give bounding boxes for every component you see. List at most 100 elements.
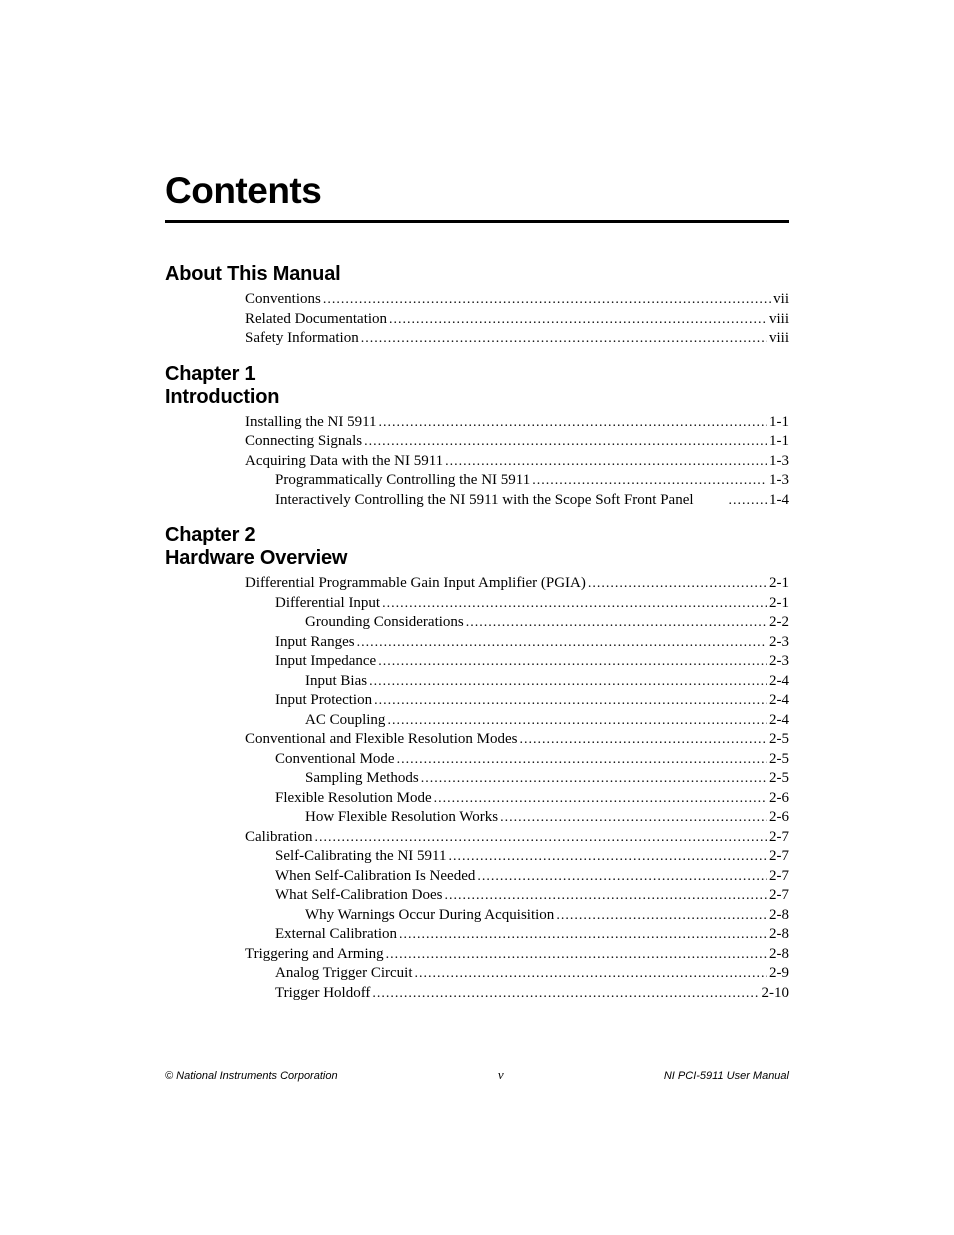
toc-entry-page: 2-5 [769,730,789,750]
toc-entry-label: Input Bias [305,672,367,692]
toc-entry: Conventions vii [245,290,789,310]
toc-entry: Calibration2-7 [245,828,789,848]
toc-entry-label: Self-Calibrating the NI 5911 [275,847,447,867]
toc-entry-label: Differential Input [275,594,380,614]
toc-leader [397,750,767,770]
toc-entry-page: 2-4 [769,691,789,711]
toc-leader [449,847,768,867]
toc-entry-label: Why Warnings Occur During Acquisition [305,906,554,926]
toc-leader [421,769,767,789]
page-body: Contents About This Manual Conventions vii… [0,0,954,1003]
toc-leader [374,691,767,711]
toc-entry: External Calibration 2-8 [245,925,789,945]
toc-entry-label: Input Ranges [275,633,355,653]
toc-leader [387,711,767,731]
toc-entry-label: Connecting Signals [245,432,362,452]
toc-entry-label: Interactively Controlling the NI 5911 wi… [275,491,694,511]
toc-entry-page: 2-1 [769,574,789,594]
section-heading-line1: Chapter 2 [165,524,255,546]
toc-entry-label: Differential Programmable Gain Input Amp… [245,574,586,594]
toc-entry-page: vii [773,290,789,310]
toc-entry-page: 2-10 [762,984,790,1004]
section-heading: Chapter 1Introduction [165,363,789,409]
toc-entry: Grounding Considerations 2-2 [245,613,789,633]
toc-leader [532,471,767,491]
toc-entry: Input Bias2-4 [245,672,789,692]
toc-entry: When Self-Calibration Is Needed2-7 [245,867,789,887]
toc-entry-page: 2-8 [769,906,789,926]
toc-entry-page: 2-5 [769,750,789,770]
toc-entry-label: AC Coupling [305,711,385,731]
page-title: Contents [165,170,789,212]
toc-entry: Acquiring Data with the NI 59111-3 [245,452,789,472]
toc-leader [466,613,767,633]
toc-entry: Input Impedance 2-3 [245,652,789,672]
toc-entry-label: Programmatically Controlling the NI 5911 [275,471,530,491]
toc-entry-page: 2-7 [769,886,789,906]
toc-entry-page: 2-3 [769,633,789,653]
toc-leader [323,290,771,310]
toc-entry: Flexible Resolution Mode2-6 [245,789,789,809]
toc-leader [382,594,767,614]
toc-entry-page: 2-3 [769,652,789,672]
toc-entry-label: Trigger Holdoff [275,984,370,1004]
toc-leader [445,452,767,472]
toc-entry: Safety Informationviii [245,329,789,349]
toc-leader [389,310,767,330]
toc-leader [500,808,767,828]
toc-leader [361,329,767,349]
toc-block: Installing the NI 59111-1Connecting Sign… [245,413,789,511]
toc-entry: Self-Calibrating the NI 59112-7 [245,847,789,867]
section-heading: Chapter 2Hardware Overview [165,524,789,570]
title-rule [165,220,789,223]
toc-leader [372,984,759,1004]
toc-entry-page: 2-1 [769,594,789,614]
toc-entry-label: Input Impedance [275,652,376,672]
toc-entry-label: External Calibration [275,925,397,945]
toc-leader [378,652,767,672]
toc-leader [386,945,767,965]
toc-entry-label: Input Protection [275,691,372,711]
toc-entry-page: 1-3 [769,471,789,491]
toc-leader [444,886,767,906]
toc-entry: Analog Trigger Circuit 2-9 [245,964,789,984]
toc-entry-label: Safety Information [245,329,359,349]
toc-entry-label: Conventions [245,290,321,310]
toc-leader [477,867,767,887]
toc-entry-label: Grounding Considerations [305,613,464,633]
toc-entry-page: 2-9 [769,964,789,984]
toc-entry: Related Documentation viii [245,310,789,330]
toc-entry-page: viii [769,310,789,330]
toc-entry-label: Triggering and Arming [245,945,384,965]
toc-leader [357,633,767,653]
toc-entry: Conventional and Flexible Resolution Mod… [245,730,789,750]
toc-entry: Differential Programmable Gain Input Amp… [245,574,789,594]
toc-entry: What Self-Calibration Does2-7 [245,886,789,906]
toc-entry-label: Conventional Mode [275,750,395,770]
toc-entry-label: Conventional and Flexible Resolution Mod… [245,730,517,750]
toc-entry-page: 2-2 [769,613,789,633]
toc-leader [379,413,767,433]
toc-entry: Connecting Signals1-1 [245,432,789,452]
toc-entry-page: 2-5 [769,769,789,789]
toc-leader [315,828,768,848]
toc-leader [434,789,767,809]
toc-leader [415,964,768,984]
toc-entry: Conventional Mode 2-5 [245,750,789,770]
toc-entry-page: 2-4 [769,711,789,731]
toc-entry-label: How Flexible Resolution Works [305,808,498,828]
section-heading: About This Manual [165,263,789,286]
toc-entry-label: When Self-Calibration Is Needed [275,867,475,887]
toc-entry-label: Acquiring Data with the NI 5911 [245,452,443,472]
toc-entry-label: Installing the NI 5911 [245,413,377,433]
toc-entry-page: 2-8 [769,925,789,945]
toc-entry: Differential Input 2-1 [245,594,789,614]
toc-entry-label: Related Documentation [245,310,387,330]
toc-container: About This ManualConventionsviiRelated D… [165,263,789,1003]
footer: © National Instruments Corporation v NI … [165,1067,789,1083]
toc-entry-label: Flexible Resolution Mode [275,789,432,809]
toc-entry-page: 1-1 [769,413,789,433]
toc-leader [556,906,767,926]
section-heading-line1: Chapter 1 [165,363,255,385]
toc-entry-label: Analog Trigger Circuit [275,964,413,984]
